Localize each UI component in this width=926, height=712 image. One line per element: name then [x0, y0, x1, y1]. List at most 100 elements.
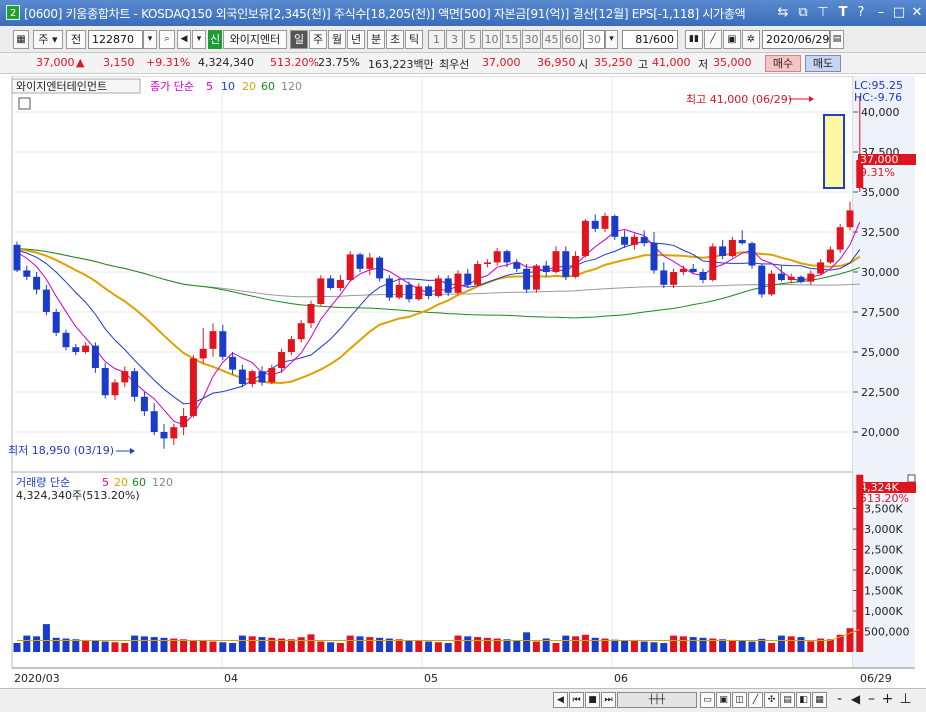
interval-60[interactable]: 60 [562, 30, 581, 49]
volume-bar [846, 628, 854, 652]
pin-icon[interactable]: ⊤ [817, 5, 829, 20]
interval-3[interactable]: 3 [446, 30, 463, 49]
restore-icon[interactable]: ⧉ [798, 5, 808, 20]
settings-icon[interactable]: ▦ [812, 692, 827, 708]
volume-bar [229, 642, 237, 652]
trend-icon[interactable]: ╱ [748, 692, 763, 708]
tab-daily[interactable]: 일 [290, 30, 308, 49]
chart-type-icon[interactable]: ▭ [700, 692, 715, 708]
maximize-icon[interactable]: □ [892, 5, 906, 20]
date-input[interactable]: 2020/06/29 [762, 30, 830, 49]
window-titlebar: 2 [0600] 키움종합차트 - KOSDAQ150 외국인보유[2,345(… [0, 0, 926, 26]
link-icon[interactable]: ⇆ [777, 5, 789, 20]
help-icon[interactable]: ? [857, 5, 865, 20]
tab-minute[interactable]: 분 [367, 30, 385, 49]
interval-1[interactable]: 1 [428, 30, 445, 49]
expand-icon[interactable]: ⊥ [899, 691, 912, 707]
scroll-first-icon[interactable]: ⏮ [569, 692, 584, 708]
candle-body [82, 345, 90, 352]
stop-icon[interactable]: ■ [585, 692, 600, 708]
zoom-in-left-icon[interactable]: - [836, 691, 843, 707]
candle-body [317, 278, 325, 304]
candle-body [483, 262, 491, 264]
candle-body [268, 368, 276, 383]
candle-body [738, 240, 746, 244]
price-change: 3,150 [103, 56, 135, 69]
interval-5[interactable]: 5 [464, 30, 481, 49]
calc-icon[interactable] [18, 97, 31, 110]
volume-bar [317, 641, 325, 652]
volume-bar [385, 638, 393, 652]
draw-icon[interactable]: ◫ [732, 692, 747, 708]
volume-bar [62, 638, 70, 652]
volume-bar [258, 637, 266, 652]
scroll-last-icon[interactable]: ⏭ [601, 692, 616, 708]
save-icon[interactable]: ▣ [723, 30, 741, 49]
scroll-left-icon[interactable]: ◀ [553, 692, 568, 708]
chevron-down-icon[interactable]: ▾ [605, 30, 618, 49]
overlay-icon[interactable]: ▣ [716, 692, 731, 708]
tab-monthly[interactable]: 월 [328, 30, 346, 49]
candle-body [131, 371, 139, 397]
gear-icon[interactable]: ✲ [742, 30, 760, 49]
volume-bar [817, 638, 825, 652]
volume-bar [131, 635, 139, 652]
period-select[interactable]: 주 ▾ [33, 30, 63, 49]
interval-10[interactable]: 10 [482, 30, 501, 49]
candle-body [728, 240, 736, 256]
tab-weekly[interactable]: 주 [309, 30, 327, 49]
speaker-icon[interactable]: ◀ [177, 30, 191, 49]
chevron-down-icon[interactable]: ▾ [192, 30, 206, 49]
stock-chart[interactable]: 와이지엔터테인먼트 종가 단순 5 10 20 60 120 최고 41,000… [8, 75, 922, 688]
price-tick-label: 40,000 [861, 106, 900, 119]
close-pane-icon[interactable] [907, 474, 916, 483]
minimize-icon[interactable]: – [877, 5, 885, 20]
chart-area[interactable]: 와이지엔터테인먼트 종가 단순 5 10 20 60 120 최고 41,000… [8, 75, 922, 688]
close-icon[interactable]: ✕ [911, 5, 923, 20]
volume-bar [513, 640, 521, 652]
volume-bar [23, 635, 31, 652]
tab-tick[interactable]: 틱 [405, 30, 423, 49]
volume-bar [238, 635, 246, 652]
interval-45[interactable]: 45 [542, 30, 561, 49]
line-tool-icon[interactable]: ╱ [704, 30, 722, 49]
interval-15[interactable]: 15 [502, 30, 521, 49]
text-icon[interactable]: T [838, 5, 848, 20]
candle-body [493, 251, 501, 263]
interval-input[interactable]: 30 [583, 30, 605, 49]
sell-button[interactable]: 매도 [805, 55, 841, 72]
candle-body [336, 280, 344, 288]
grid-icon[interactable]: ▦ [13, 30, 29, 49]
candle-body [376, 257, 384, 279]
interval-30[interactable]: 30 [522, 30, 541, 49]
candle-body [846, 210, 854, 228]
candle-body [503, 251, 511, 263]
volume-bar [503, 639, 511, 652]
volume-bar [405, 640, 413, 652]
buy-button[interactable]: 매수 [765, 55, 801, 72]
tab-yearly[interactable]: 년 [347, 30, 365, 49]
scrollbar[interactable]: ┼┼┼ [617, 692, 697, 708]
compare-icon[interactable]: ▤ [780, 692, 795, 708]
scroll-left-arrow-icon[interactable]: ◀ [850, 692, 861, 706]
view-icon[interactable]: ◧ [796, 692, 811, 708]
tab-second[interactable]: 초 [386, 30, 404, 49]
candle-body [621, 236, 629, 245]
price-change-pct: +9.31% [146, 56, 191, 69]
volume-bar [483, 637, 491, 652]
cursor-icon[interactable]: ✣ [764, 692, 779, 708]
chevron-down-icon[interactable]: ▾ [143, 30, 157, 49]
zoom-in-icon[interactable]: + [881, 691, 894, 707]
volume-bar [758, 638, 766, 652]
calendar-icon[interactable]: ▤ [830, 30, 844, 49]
zoom-out-icon[interactable]: – [868, 691, 875, 707]
data-count-input[interactable]: 81/600 [622, 30, 678, 49]
legend-name-box[interactable] [11, 78, 141, 94]
chart-legend-name: 와이지엔터테인먼트 [16, 80, 107, 93]
stock-code-input[interactable]: 122870 [88, 30, 143, 49]
search-icon[interactable]: ⌕ [159, 30, 175, 49]
volume-pct: 513.20% [270, 56, 319, 69]
candle-settings-icon[interactable]: ▮▮ [685, 30, 703, 49]
jeon-button[interactable]: 전 [66, 30, 86, 49]
candle-body [405, 284, 413, 300]
